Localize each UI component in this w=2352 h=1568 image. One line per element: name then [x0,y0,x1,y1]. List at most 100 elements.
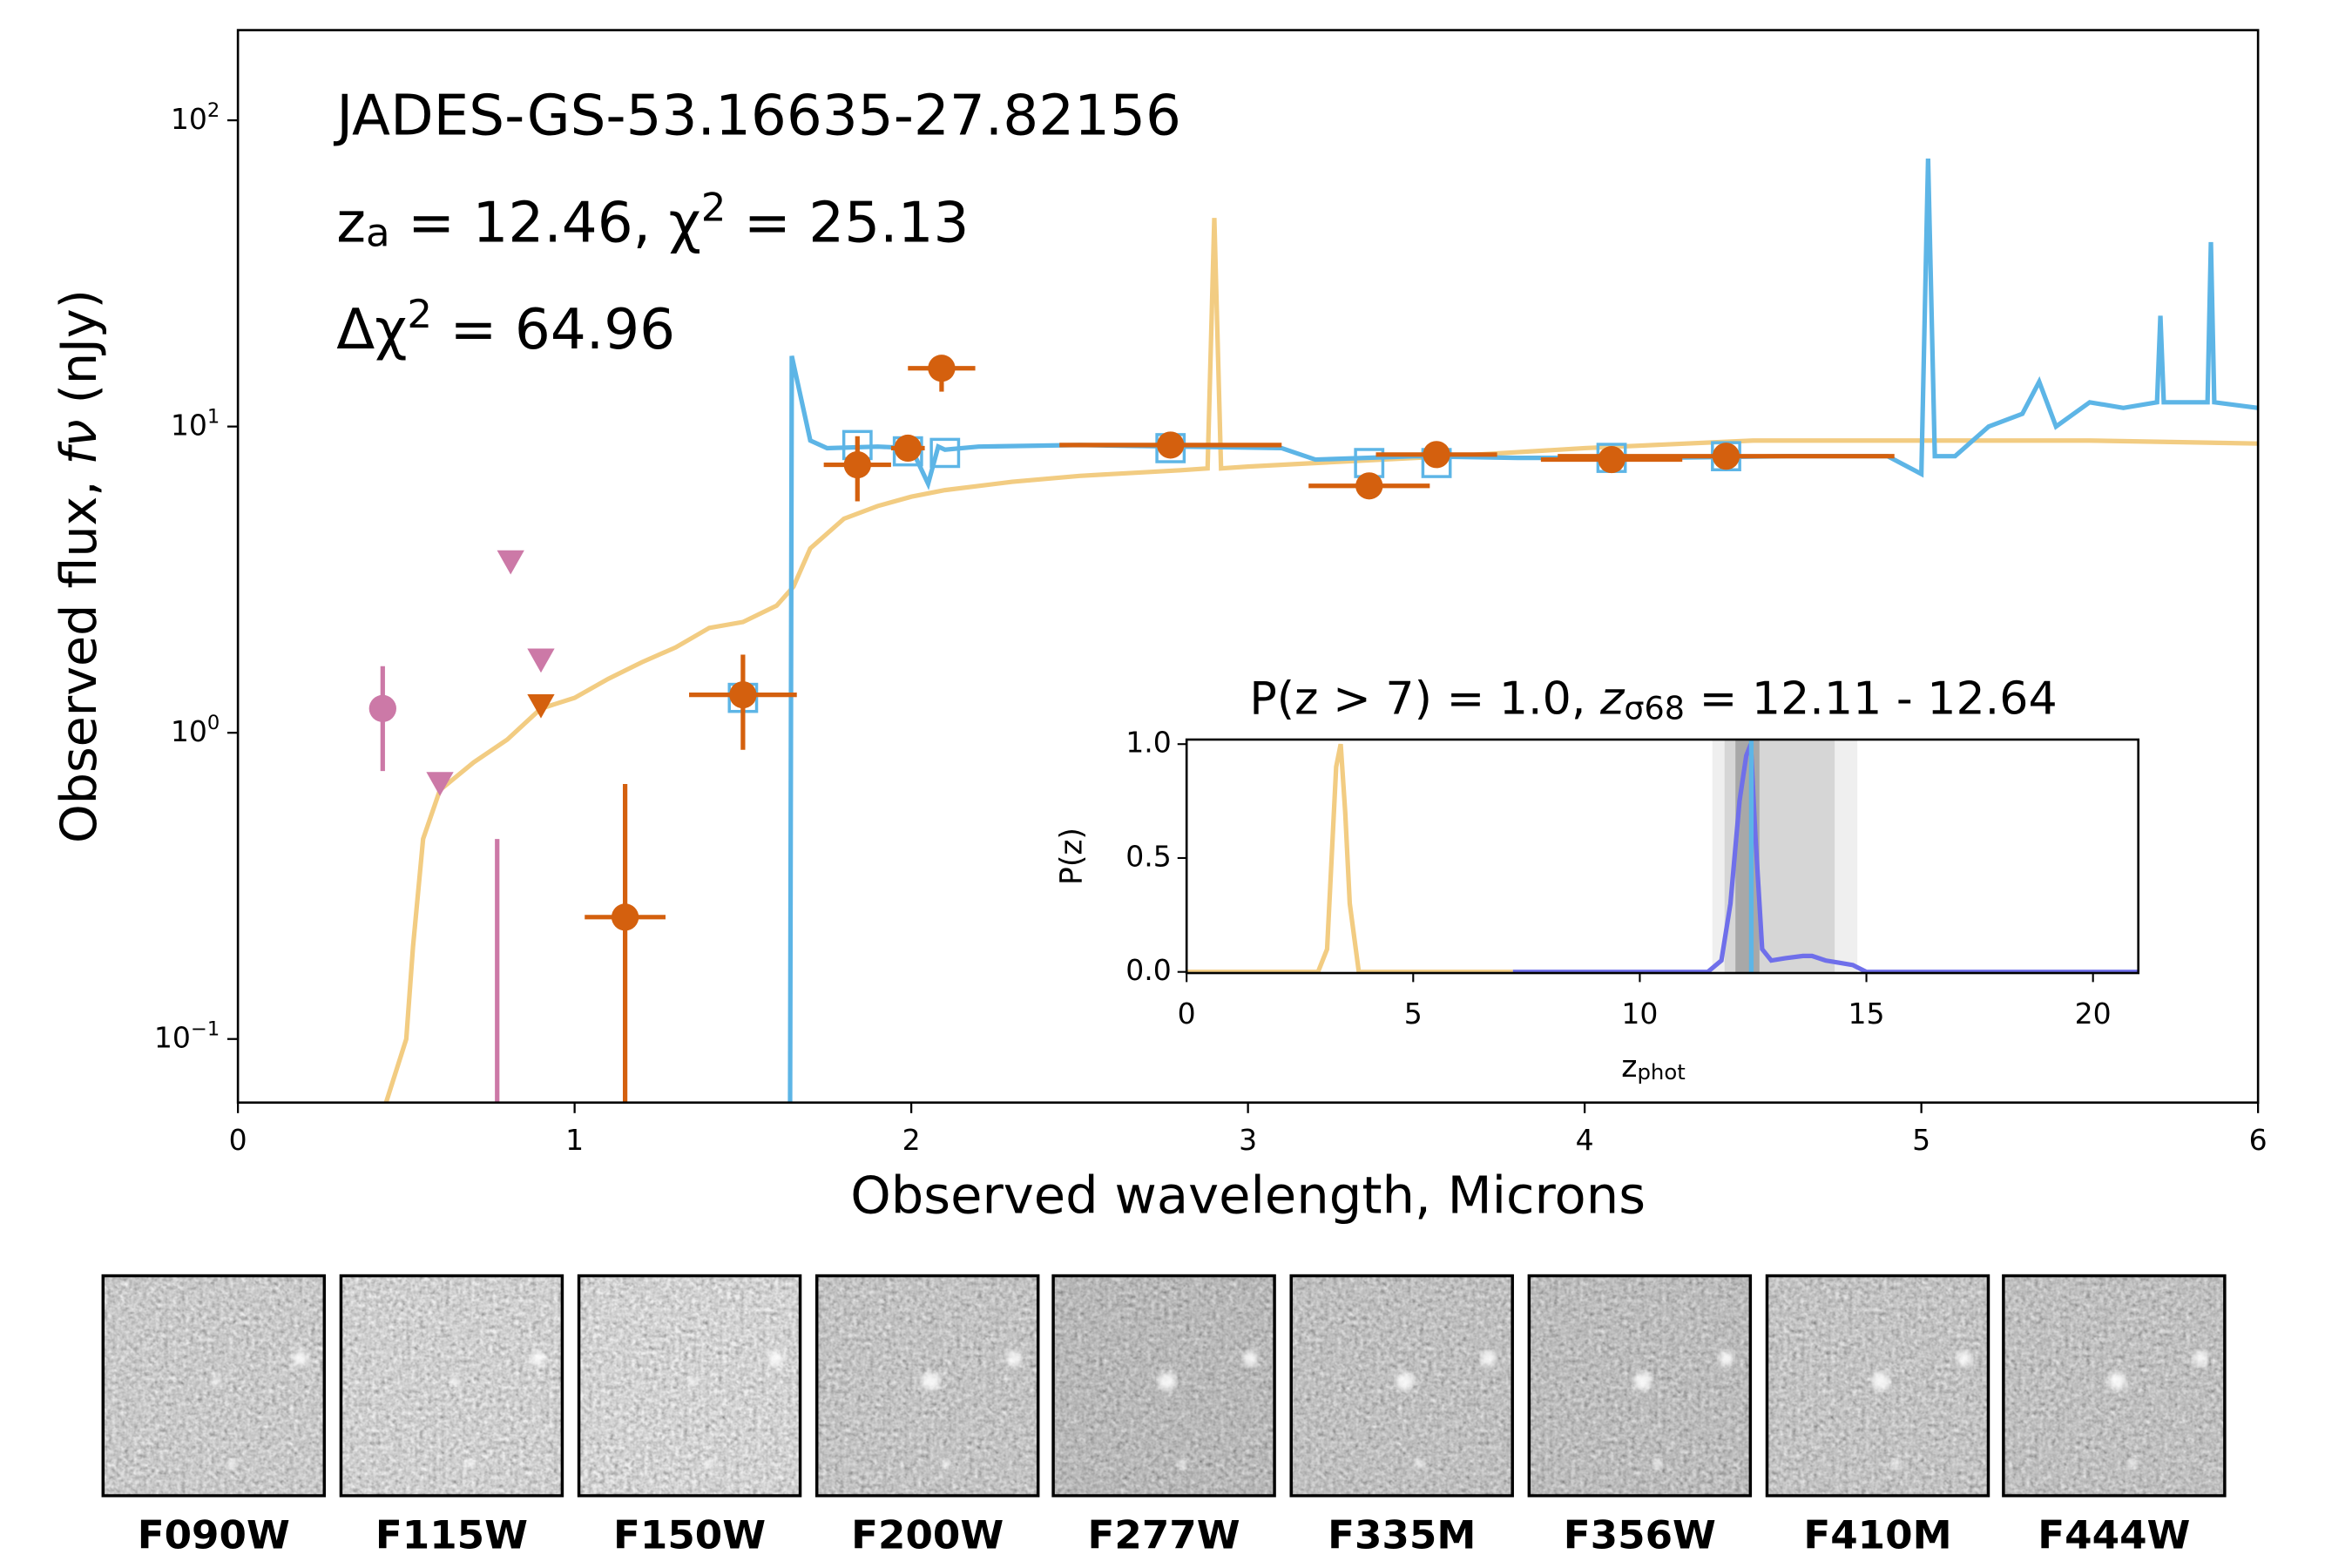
source-blob [2107,1372,2126,1390]
thumbnail-noise [578,1275,801,1497]
filter-label: F356W [1564,1512,1716,1558]
filter-label: F200W [851,1512,1004,1558]
source-blob [1006,1351,1022,1367]
upper-limit-marker [527,693,555,719]
source-blob [941,1459,950,1469]
upper-limit-marker [527,648,555,673]
inset-y-tick-label: 0.5 [1125,840,1172,874]
source-blob [1396,1372,1415,1390]
source-blob [921,1372,940,1390]
thumbnail-frame [1765,1274,1990,1497]
plot-area [368,158,2259,1103]
thumbnail-frame [1289,1274,1514,1497]
source-blob [1480,1351,1497,1367]
flux-marker [843,450,871,479]
thumbnail: F090W [101,1274,327,1558]
flux-marker [1355,472,1383,500]
inset-frame [1185,738,2140,975]
tick-exponent: −1 [191,1018,220,1041]
filter-label: F115W [375,1512,528,1558]
tick-exponent: 1 [207,406,220,429]
source-blob [768,1351,784,1367]
text-part: 2 [407,291,432,337]
text-part: a [366,210,390,256]
model-flux-square [929,437,961,469]
y-tick-label: 10−1 [154,1018,220,1054]
source-blob [1415,1459,1425,1469]
inset-x-tick-label: 20 [2075,997,2112,1031]
text-part: ν [50,420,107,448]
thumbnail: F277W [1051,1274,1276,1558]
inset-x-tick-label: 0 [1178,997,1196,1031]
thumbnail-frame [339,1274,564,1497]
flux-marker [1598,446,1625,474]
thumbnail-frame [577,1274,802,1497]
thumbnail-frame [2002,1274,2227,1497]
source-blob [530,1351,546,1367]
source-blob [1177,1459,1187,1469]
inset-x-tick-label: 10 [1621,997,1658,1031]
thumbnail-noise [103,1275,325,1497]
y-tick-label: 102 [171,99,220,135]
x-tick-label: 2 [902,1123,921,1157]
filter-label: F090W [138,1512,290,1558]
flux-marker [1423,441,1450,469]
x-tick-label: 0 [229,1123,247,1157]
source-blob [1633,1372,1652,1390]
source-blob [1718,1351,1734,1367]
thumbnail-frame [101,1274,327,1497]
source-blob [1653,1459,1663,1469]
source-blob [292,1351,308,1367]
filter-label: F410M [1803,1512,1951,1558]
source-blob [2193,1351,2208,1367]
inset-y-label: P(z) [1055,828,1090,885]
source-blob [1158,1372,1176,1390]
thumbnail: F444W [2002,1274,2227,1558]
flux-marker [729,681,757,709]
text-part: Observed flux, [50,464,107,843]
flux-marker [368,694,396,722]
text-part: = 64.96 [432,297,675,362]
inset-area [1186,739,2139,974]
source-blob [703,1459,713,1469]
x-tick-label: 5 [1912,1123,1930,1157]
text-part: JADES-GS-53.16635-27.82156 [333,83,1181,148]
text-part: z [336,190,366,255]
thumbnail: F410M [1765,1274,1990,1558]
y-axis-label: Observed flux, fν (nJy) [50,289,107,843]
source-blob [1956,1351,1972,1367]
source-blob [1891,1459,1901,1469]
annotation: za = 12.46, χ2 = 25.13 [336,185,969,256]
source-blob [212,1376,221,1386]
pz-curve [1512,743,2139,974]
filter-label: F277W [1088,1512,1240,1558]
inset-x-tick-label: 15 [1848,997,1885,1031]
source-blob [2127,1459,2137,1469]
thumbnail-frame [814,1274,1040,1497]
inset-x-label: zphot [1621,1050,1686,1085]
flux-marker [1712,443,1740,470]
inset-title: P(z > 7) = 1.0, zσ68 = 12.11 - 12.64 [1249,673,2057,727]
text-part: = 12.11 - 12.64 [1685,673,2058,726]
text-part: σ68 [1624,689,1685,727]
x-tick-label: 4 [1576,1123,1594,1157]
source-blob [687,1376,698,1386]
flux-marker [928,355,956,382]
filter-label: F335M [1328,1512,1476,1558]
text-part: z [1621,1050,1637,1085]
tick-base: 10 [171,102,207,136]
text-part: phot [1637,1059,1685,1085]
thumbnail: F200W [814,1274,1040,1558]
inset-x-tick-label: 5 [1404,997,1423,1031]
flux-marker [1157,431,1185,459]
source-blob [1242,1351,1258,1367]
thumbnail-noise [341,1275,563,1497]
y-tick-label: 100 [171,712,220,747]
tick-exponent: 0 [207,712,220,734]
upper-limit-marker [426,772,454,796]
flux-marker [894,434,922,463]
text-part: Δχ [336,297,407,362]
filter-label: F444W [2038,1512,2190,1558]
text-part: z [1599,673,1625,726]
annotation: Δχ2 = 64.96 [336,291,675,362]
